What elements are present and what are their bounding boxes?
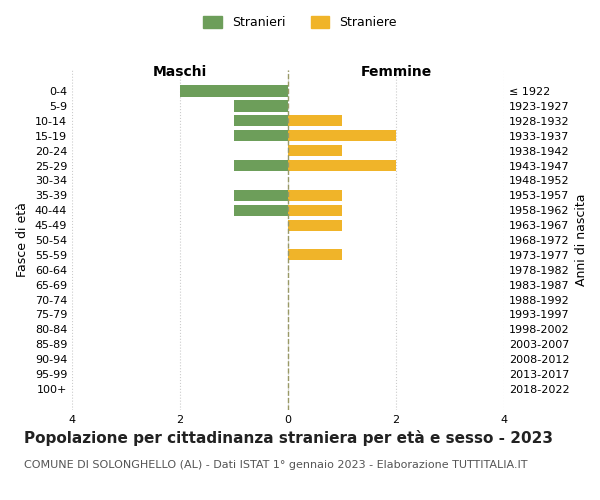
Legend: Stranieri, Straniere: Stranieri, Straniere xyxy=(198,11,402,34)
Bar xyxy=(288,220,342,230)
Y-axis label: Fasce di età: Fasce di età xyxy=(16,202,29,278)
Bar xyxy=(288,160,396,171)
Bar xyxy=(234,115,288,126)
Bar xyxy=(180,86,288,96)
Bar xyxy=(234,130,288,141)
Bar xyxy=(288,145,342,156)
Bar xyxy=(234,100,288,112)
Bar xyxy=(234,190,288,201)
Bar xyxy=(288,190,342,201)
Text: Maschi: Maschi xyxy=(153,65,207,79)
Bar xyxy=(288,130,396,141)
Text: Popolazione per cittadinanza straniera per età e sesso - 2023: Popolazione per cittadinanza straniera p… xyxy=(24,430,553,446)
Bar xyxy=(288,115,342,126)
Bar xyxy=(234,204,288,216)
Bar xyxy=(234,160,288,171)
Y-axis label: Anni di nascita: Anni di nascita xyxy=(575,194,588,286)
Bar xyxy=(288,250,342,260)
Text: COMUNE DI SOLONGHELLO (AL) - Dati ISTAT 1° gennaio 2023 - Elaborazione TUTTITALI: COMUNE DI SOLONGHELLO (AL) - Dati ISTAT … xyxy=(24,460,527,470)
Bar xyxy=(288,204,342,216)
Text: Femmine: Femmine xyxy=(361,65,431,79)
